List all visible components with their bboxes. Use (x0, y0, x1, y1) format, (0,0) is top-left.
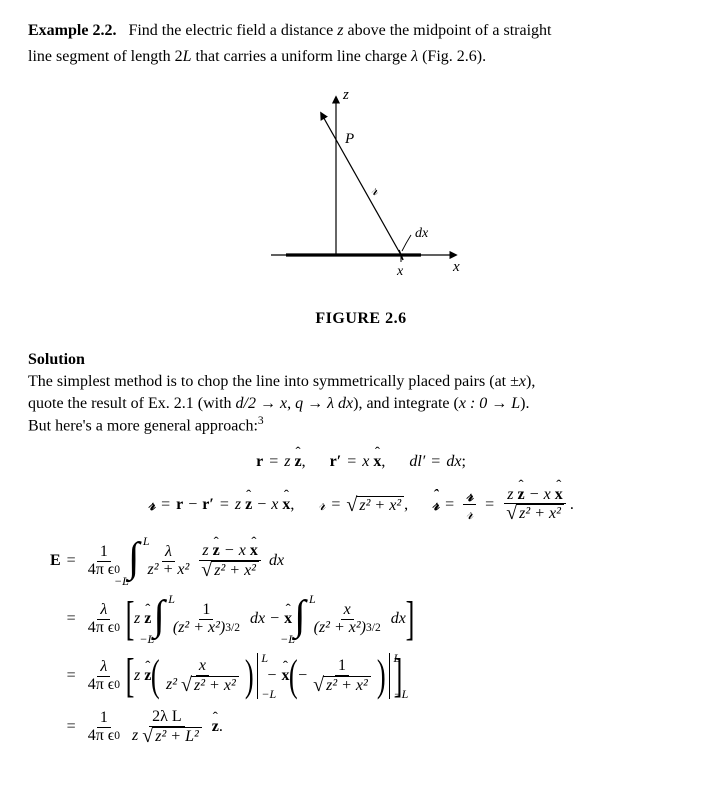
equation-E-line-4: E = 1 4π ϵ0 2λ L z √z² + L² z. (50, 709, 694, 745)
example-statement: Example 2.2. Find the electric field a d… (28, 20, 694, 42)
x-tick-label: x (396, 264, 404, 279)
dx-label: dx (415, 226, 429, 241)
equation-E-block: E = 1 4π ϵ0 L∫−L λ z² + x² z z−x x √z² +… (28, 537, 694, 745)
solution-heading: Solution (28, 349, 694, 371)
z-axis-label: z (342, 87, 349, 103)
figure-svg: z P 𝓇 dx x x (251, 85, 471, 295)
solution-para-line1: The simplest method is to chop the line … (28, 371, 694, 393)
solution-para-line3: But here's a more general approach:3 (28, 414, 694, 437)
solution-para-line2: quote the result of Ex. 2.1 (with d/2 → … (28, 393, 694, 415)
equation-E-line-2: E = λ 4π ϵ0 [ z z L∫−L 1 (z² + x²)3/2 dx… (50, 595, 694, 643)
figure-2-6: z P 𝓇 dx x x FIGURE 2.6 (28, 85, 694, 329)
figure-caption: FIGURE 2.6 (28, 308, 694, 330)
equation-line-1: r = z z, r′ = x x, dl′ = dx; (28, 451, 694, 473)
equation-E-line-1: E = 1 4π ϵ0 L∫−L λ z² + x² z z−x x √z² +… (50, 537, 694, 585)
equation-E-line-3: E = λ 4π ϵ0 [ z z ( x z² √z² + x² ) L−L … (50, 653, 694, 699)
point-P-label: P (344, 131, 354, 147)
example-statement-line2: line segment of length 2L that carries a… (28, 46, 694, 68)
x-axis-label: x (452, 259, 460, 275)
example-label: Example 2.2. (28, 22, 116, 39)
script-r-label: 𝓇 (371, 182, 378, 199)
equation-line-2: 𝓇 = r − r′ = z z − x x, 𝓇 = √z² + x², 𝓇 … (28, 487, 694, 523)
